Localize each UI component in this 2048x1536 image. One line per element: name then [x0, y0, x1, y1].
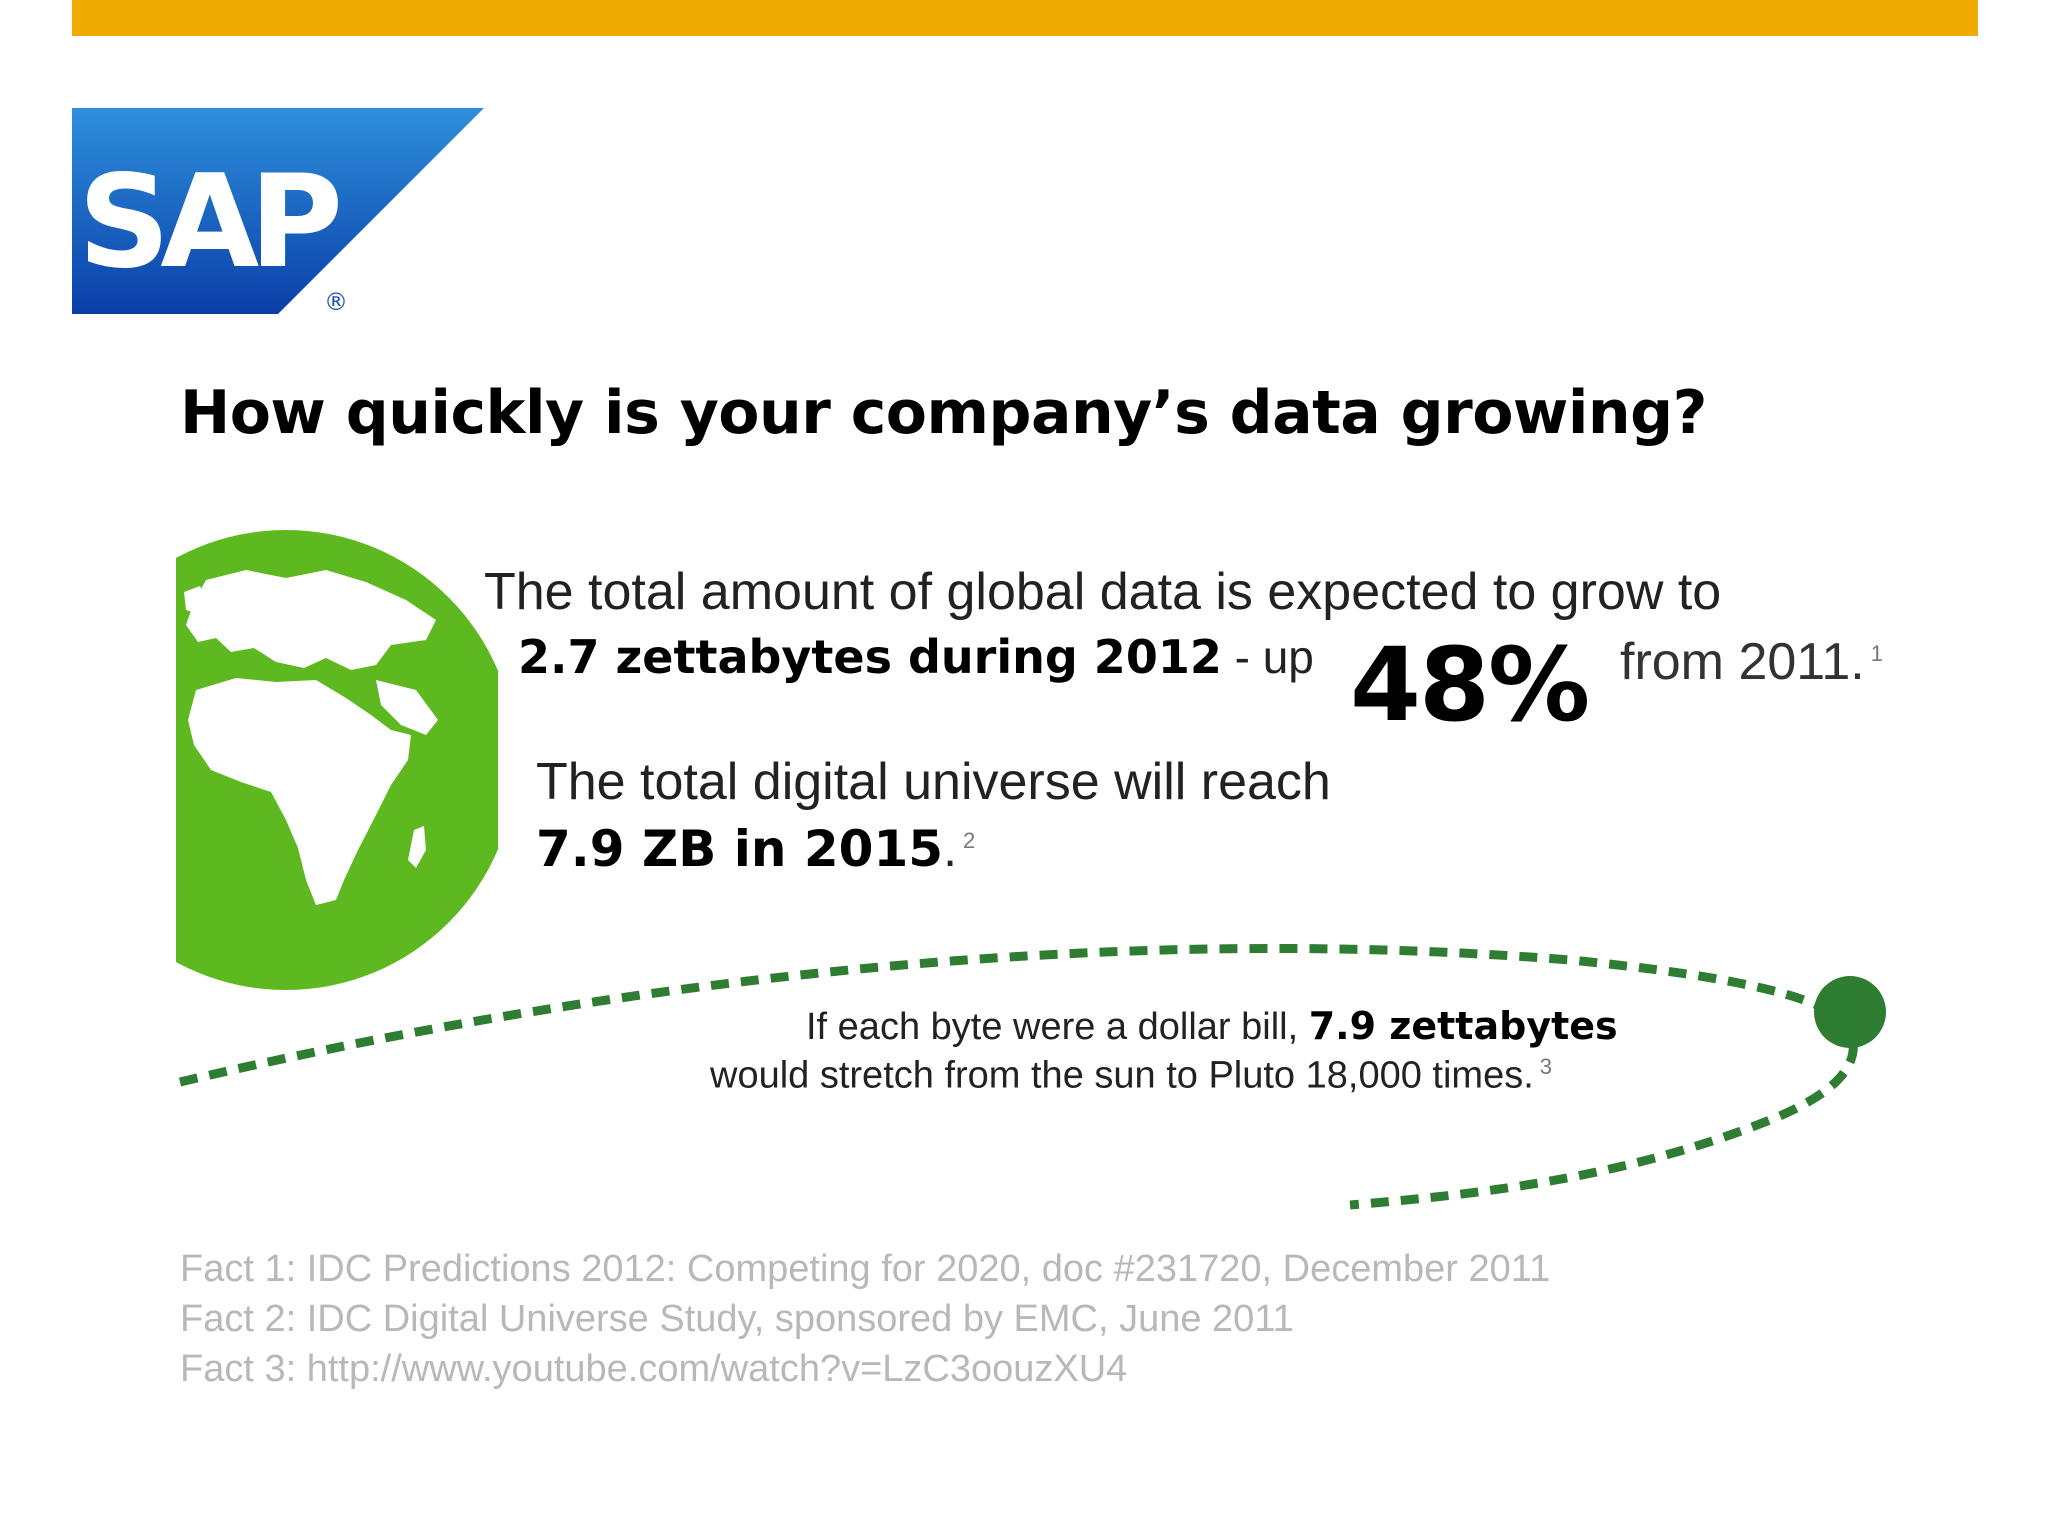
orbit-dashed-line [178, 944, 1858, 1210]
fact3-line1: If each byte were a dollar bill, 7.9 zet… [806, 1004, 1618, 1049]
fact1-footnote-mark: 1 [1870, 640, 1883, 666]
fact1-tail: from 2011. 1 [1620, 632, 1883, 692]
globe-europe-landmass [186, 570, 436, 670]
fact3-footnote-mark: 3 [1539, 1054, 1553, 1079]
fact3-line2: would stretch from the sun to Pluto 18,0… [710, 1054, 1552, 1098]
page-title: How quickly is your company’s data growi… [180, 378, 1707, 448]
fact3-line2-text: would stretch from the sun to Pluto 18,0… [710, 1054, 1534, 1097]
fact2-line1: The total digital universe will reach [536, 753, 1331, 811]
fact1-line2: 2.7 zettabytes during 2012 - up [518, 630, 1314, 684]
globe-arabia-landmass [376, 680, 438, 735]
fact1-bold-value: 2.7 zettabytes during 2012 [518, 630, 1222, 684]
orbit-path [178, 944, 1886, 1210]
globe-africa-landmass [188, 678, 411, 905]
reference-fact2: Fact 2: IDC Digital Universe Study, spon… [180, 1298, 1294, 1340]
fact2-line2: 7.9 ZB in 2015. 2 [536, 820, 975, 878]
reference-fact1: Fact 1: IDC Predictions 2012: Competing … [180, 1248, 1551, 1290]
fact1-growth-percent: 48% [1350, 626, 1590, 745]
fact1-tail-text: from 2011. [1620, 633, 1865, 691]
globe-madagascar-landmass [408, 826, 426, 868]
orbit-planet-dot [1814, 976, 1886, 1048]
top-accent-bar-fill [72, 0, 1978, 36]
globe-uk-landmass [184, 586, 206, 614]
fact2-footnote-mark: 2 [962, 828, 976, 854]
reference-fact3: Fact 3: http://www.youtube.com/watch?v=L… [180, 1348, 1128, 1390]
fact3-bold-value: 7.9 zettabytes [1308, 1004, 1618, 1048]
globe-icon [176, 530, 498, 990]
fact2-bold-value: 7.9 ZB in 2015 [536, 820, 944, 878]
top-accent-bar [72, 0, 1978, 36]
references: Fact 1: IDC Predictions 2012: Competing … [180, 1244, 1550, 1394]
sap-logo-shape [72, 108, 484, 314]
fact2-tail-text: . [943, 821, 957, 877]
sap-logo: SAP ® [72, 108, 484, 314]
fact1-mid-text: - up [1221, 631, 1314, 683]
fact1-line1: The total amount of global data is expec… [484, 563, 1722, 621]
registered-mark: ® [324, 288, 348, 314]
sap-logo-text: SAP [78, 148, 338, 297]
fact3-line1-pre: If each byte were a dollar bill, [806, 1006, 1309, 1048]
